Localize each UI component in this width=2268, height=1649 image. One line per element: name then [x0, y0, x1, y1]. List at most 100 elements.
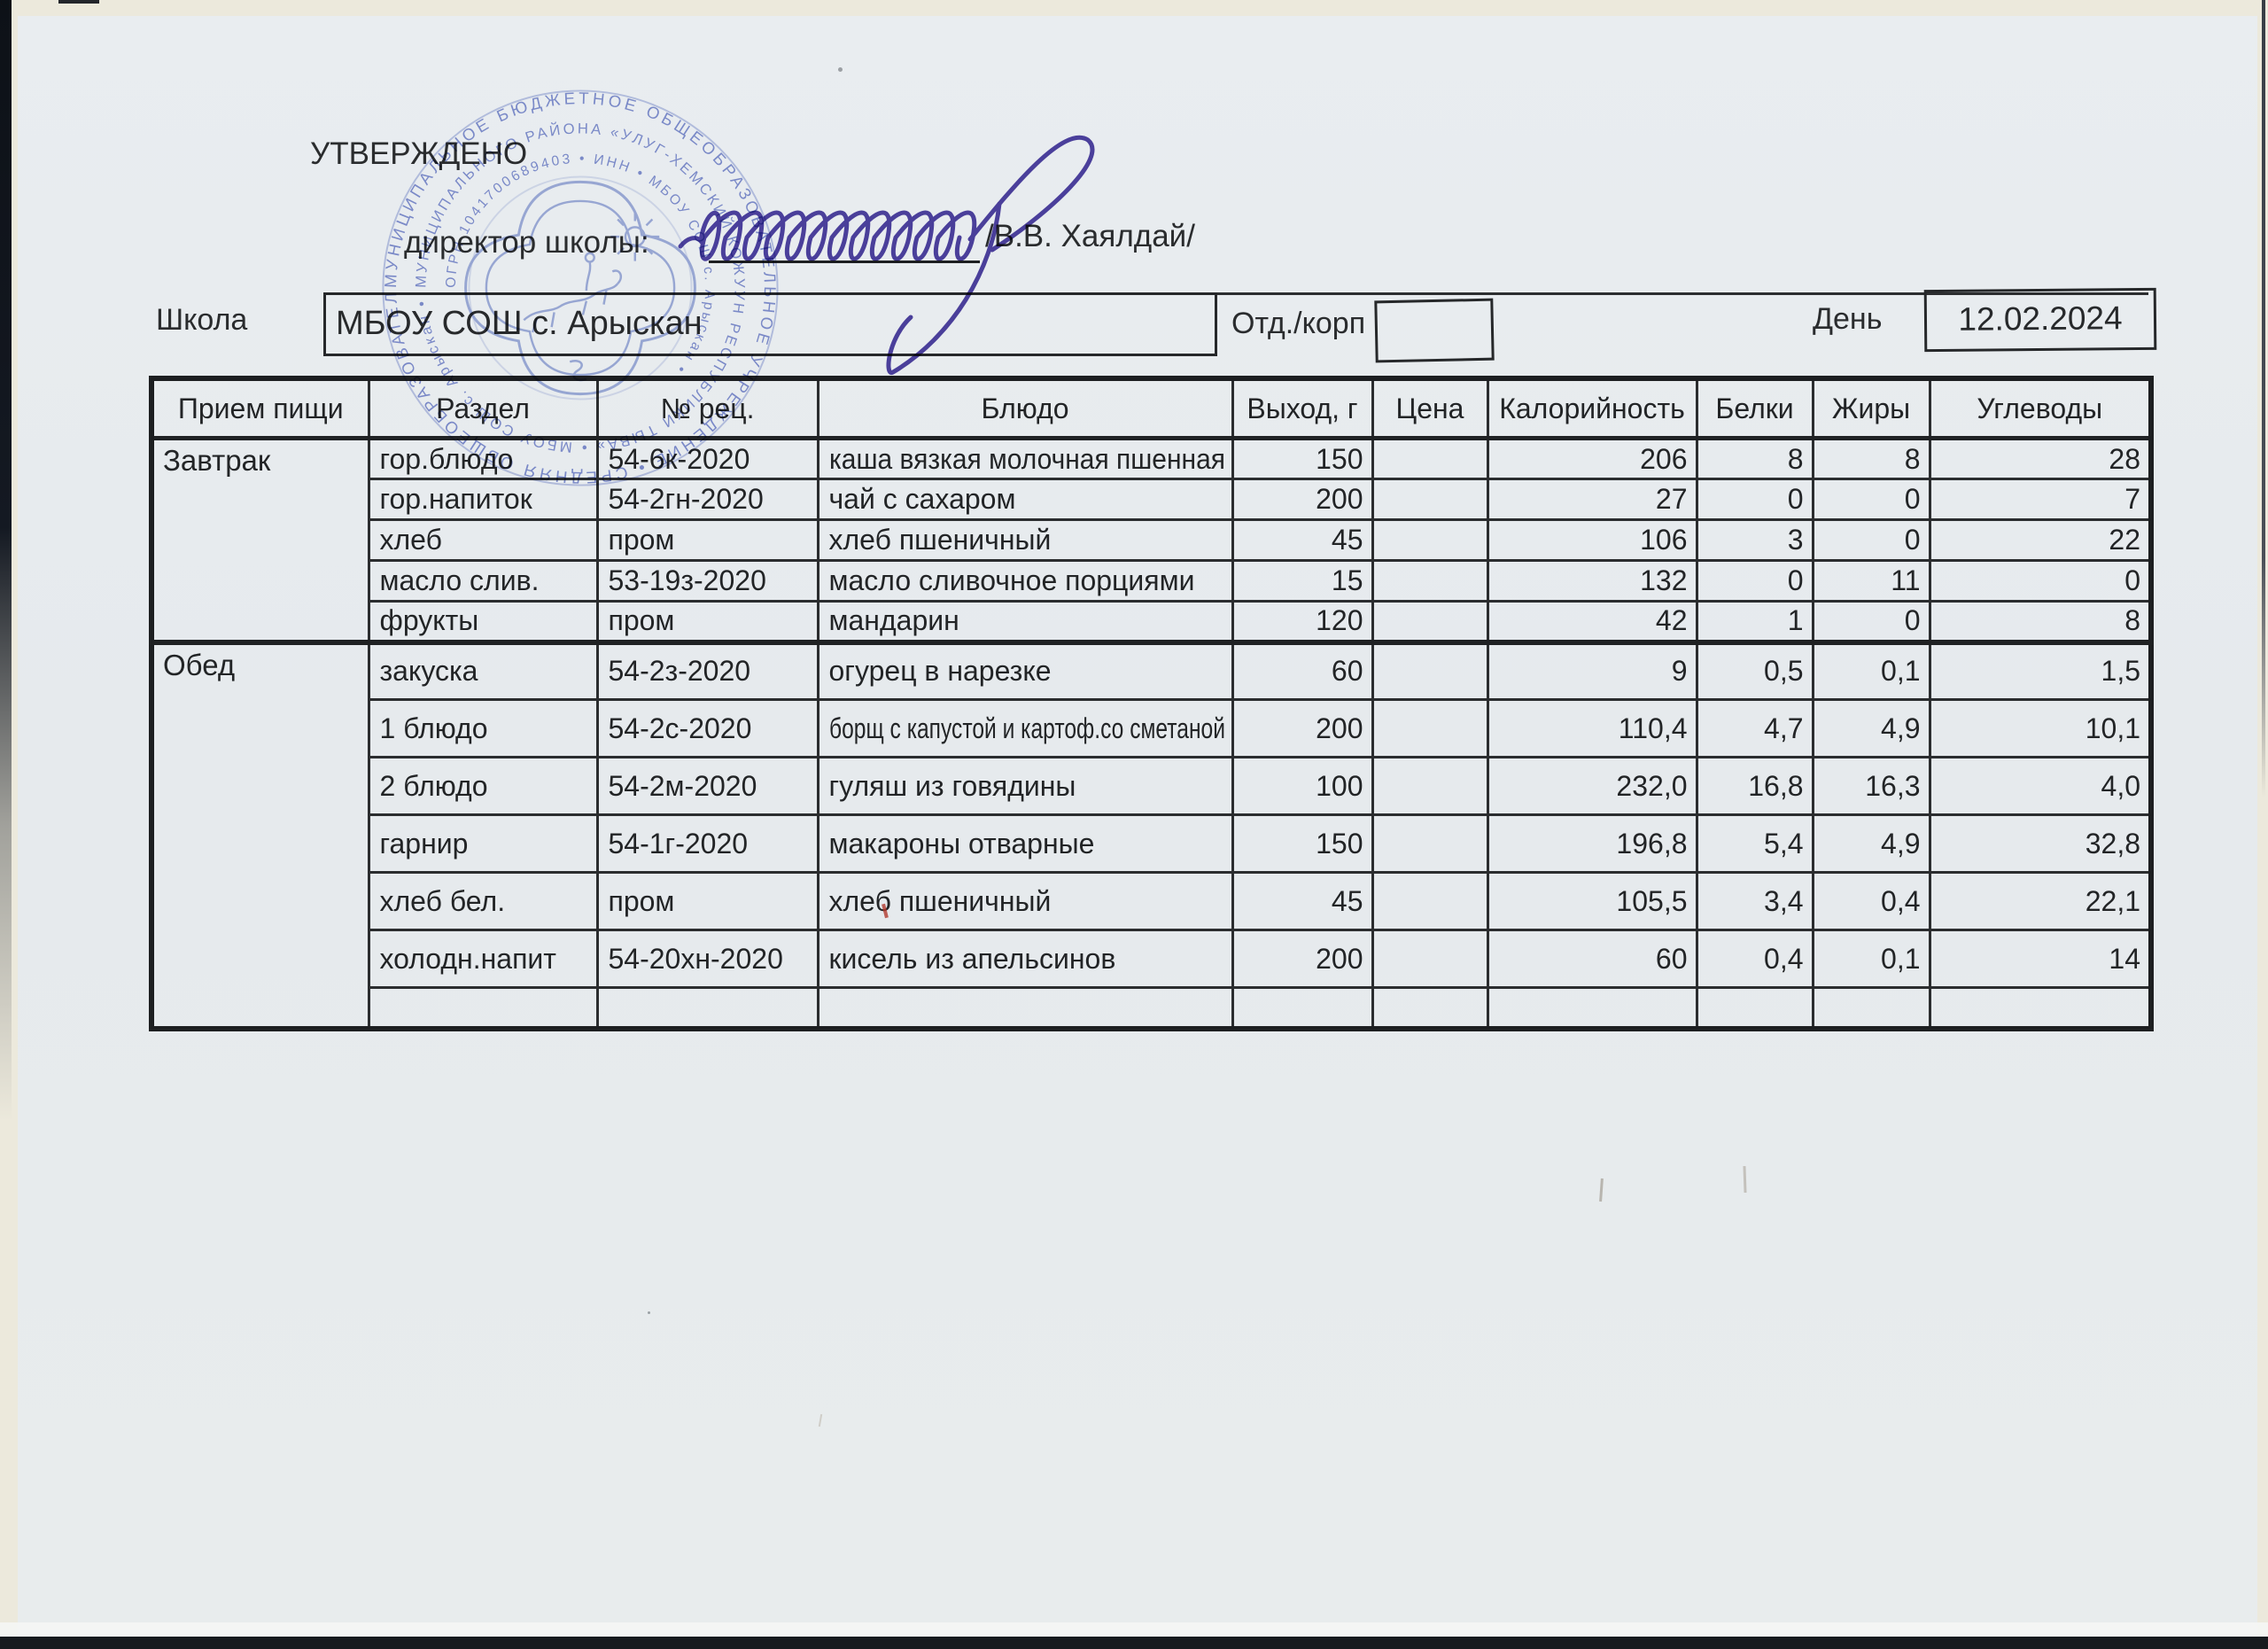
rec-cell: 54-20хн-2020: [595, 929, 819, 989]
column-header-label: Цена: [1395, 392, 1464, 424]
kcal-cell: 206: [1486, 437, 1698, 480]
out-cell: 200: [1231, 698, 1374, 758]
department-field: [1374, 298, 1495, 363]
column-header: Белки: [1695, 377, 1814, 440]
approved-heading: УТВЕРЖДЕНО: [310, 136, 528, 171]
carbs-cell: 22,1: [1928, 871, 2153, 931]
kcal-cell: 132: [1486, 559, 1698, 603]
razdel-text: закуска: [379, 655, 478, 688]
table-header-row: Прием пищи Раздел № рец. Блюдо Выход, г Цена К…: [150, 377, 2153, 440]
razdel-text: холодн.напит: [379, 942, 556, 975]
out-cell: 60: [1231, 639, 1374, 701]
razdel-cell: хлеб бел.: [367, 871, 599, 931]
rec-text: пром: [608, 884, 675, 917]
protein-cell: 5,4: [1695, 813, 1814, 874]
protein-cell: 3: [1695, 518, 1814, 562]
rec-cell: пром: [595, 518, 819, 562]
razdel-cell: закуска: [367, 639, 599, 701]
column-header-label: Углеводы: [1977, 392, 2103, 424]
dish-text: огурец в нарезке: [828, 655, 1052, 688]
carbs-cell: 1,5: [1928, 639, 2153, 701]
menu-row: фрукты пром мандарин 120 42 1 0 8: [151, 600, 2153, 643]
column-header-label: Выход, г: [1247, 392, 1358, 424]
razdel-text: масло слив.: [379, 564, 540, 596]
menu-table: Прием пищи Раздел № рец. Блюдо Выход, г Цена К…: [149, 376, 2154, 1031]
protein-cell: 0: [1695, 478, 1814, 521]
carbs-cell: 28: [1928, 437, 2153, 480]
dish-text: каша вязкая молочная пшенная: [828, 442, 1225, 475]
kcal-cell: 60: [1486, 929, 1698, 989]
fat-cell: 0: [1811, 600, 1931, 643]
price-cell: [1371, 929, 1489, 989]
fat-cell: 0,1: [1811, 639, 1931, 701]
dish-cell: каша вязкая молочная пшенная: [816, 437, 1234, 480]
carbs-cell: 7: [1928, 478, 2153, 521]
razdel-text: 1 блюдо: [379, 712, 488, 744]
day-label: День: [1813, 302, 1883, 336]
razdel-cell: гор.блюдо: [367, 437, 599, 480]
kcal-cell: 106: [1486, 518, 1698, 562]
column-header-label: Прием пищи: [177, 392, 344, 424]
kcal-cell: 9: [1486, 639, 1698, 701]
day-date-field: 12.02.2024: [1923, 287, 2157, 353]
director-label: директор школы:: [404, 225, 649, 260]
menu-row: гор.напиток 54-2гн-2020 чай с сахаром 200 27…: [151, 478, 2153, 521]
rec-cell: 54-2м-2020: [595, 756, 819, 816]
dish-text: макароны отварные: [828, 827, 1095, 860]
rec-cell: пром: [595, 600, 819, 643]
signature-line: [709, 261, 980, 263]
carbs-cell: [1928, 986, 2153, 1030]
razdel-cell: фрукты: [367, 600, 599, 643]
dish-text: борщ с капустой и картоф.со сметаной: [828, 712, 1225, 744]
stamp-emblem-icon: [464, 180, 696, 396]
rec-text: пром: [608, 604, 675, 637]
dish-text: чай с сахаром: [828, 483, 1016, 515]
column-header: Жиры: [1811, 377, 1931, 440]
kcal-cell: 42: [1486, 600, 1698, 643]
price-cell: [1371, 437, 1489, 480]
dish-cell: кисель из апельсинов: [816, 929, 1234, 989]
dish-cell: гуляш из говядины: [816, 756, 1234, 816]
rec-cell: 54-2с-2020: [595, 698, 819, 758]
dish-cell: макароны отварные: [816, 813, 1234, 874]
razdel-text: хлеб бел.: [379, 884, 506, 917]
out-cell: 15: [1231, 559, 1374, 603]
school-label: Школа: [156, 303, 248, 337]
out-cell: 150: [1231, 437, 1374, 480]
column-header-label: Жиры: [1831, 392, 1911, 424]
razdel-text: гор.блюдо: [379, 442, 514, 475]
protein-cell: 0: [1695, 559, 1814, 603]
rec-text: пром: [608, 524, 675, 556]
rec-cell: 53-19з-2020: [595, 559, 819, 603]
rec-text: 53-19з-2020: [608, 564, 766, 596]
menu-row: [151, 986, 2153, 1030]
razdel-cell: хлеб: [367, 518, 599, 562]
carbs-cell: 22: [1928, 518, 2153, 562]
protein-cell: 8: [1695, 437, 1814, 480]
price-cell: [1371, 698, 1489, 758]
out-cell: 45: [1231, 871, 1374, 931]
school-name-value: МБОУ СОШ с. Арыскан: [336, 305, 703, 342]
rec-cell: 54-2з-2020: [595, 639, 819, 701]
kcal-cell: 110,4: [1486, 698, 1698, 758]
kcal-cell: [1486, 986, 1698, 1030]
out-cell: 150: [1231, 813, 1374, 874]
fat-cell: 0,1: [1811, 929, 1931, 989]
razdel-cell: масло слив.: [367, 559, 599, 603]
price-cell: [1371, 756, 1489, 816]
razdel-cell: холодн.напит: [367, 929, 599, 989]
dish-text: мандарин: [828, 604, 959, 637]
director-name: /В.В. Хаялдай/: [985, 219, 1195, 253]
out-cell: 200: [1231, 929, 1374, 989]
carbs-cell: 32,8: [1928, 813, 2153, 874]
rec-text: 54-20хн-2020: [608, 942, 783, 975]
menu-row: гарнир 54-1г-2020 макароны отварные 150 196,…: [151, 813, 2153, 874]
fat-cell: 0: [1811, 518, 1931, 562]
rec-text: 54-2м-2020: [608, 769, 757, 802]
razdel-cell: гарнир: [367, 813, 599, 874]
column-header: № рец.: [595, 377, 819, 440]
menu-row: 1 блюдо 54-2с-2020 борщ с капустой и карто…: [151, 698, 2153, 758]
column-header-label: № рец.: [660, 392, 755, 424]
dish-text: гуляш из говядины: [828, 769, 1076, 802]
rec-text: 54-1г-2020: [608, 827, 749, 860]
